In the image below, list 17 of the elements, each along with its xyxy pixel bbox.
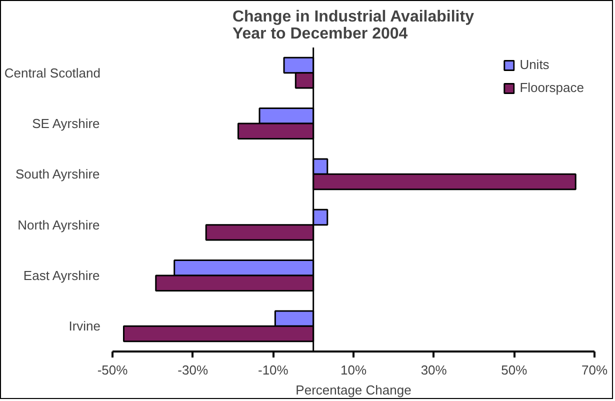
x-tick-label: 30% — [420, 362, 448, 378]
y-tick-label: East Ayrshire — [23, 268, 100, 283]
legend-label: Units — [520, 57, 550, 72]
x-tick-label: -30% — [178, 362, 208, 378]
chart-title: Change in Industrial Availability Year to December 2004 — [232, 8, 474, 42]
x-axis-title: Percentage Change — [296, 382, 412, 398]
x-tick-label: 10% — [340, 362, 367, 378]
x-tick-label: -10% — [258, 362, 289, 378]
y-tick-label: South Ayrshire — [15, 166, 100, 182]
x-tick-label: -50% — [97, 362, 128, 378]
x-tick-label: 70% — [581, 362, 608, 378]
legend-label: Floorspace — [520, 80, 584, 95]
y-tick-label: North Ayrshire — [18, 217, 100, 232]
y-tick-label: Irvine — [68, 318, 101, 334]
y-tick-label: Central Scotland — [4, 65, 101, 80]
x-tick-label: 50% — [501, 362, 528, 378]
y-tick-label: SE Ayrshire — [32, 116, 100, 131]
